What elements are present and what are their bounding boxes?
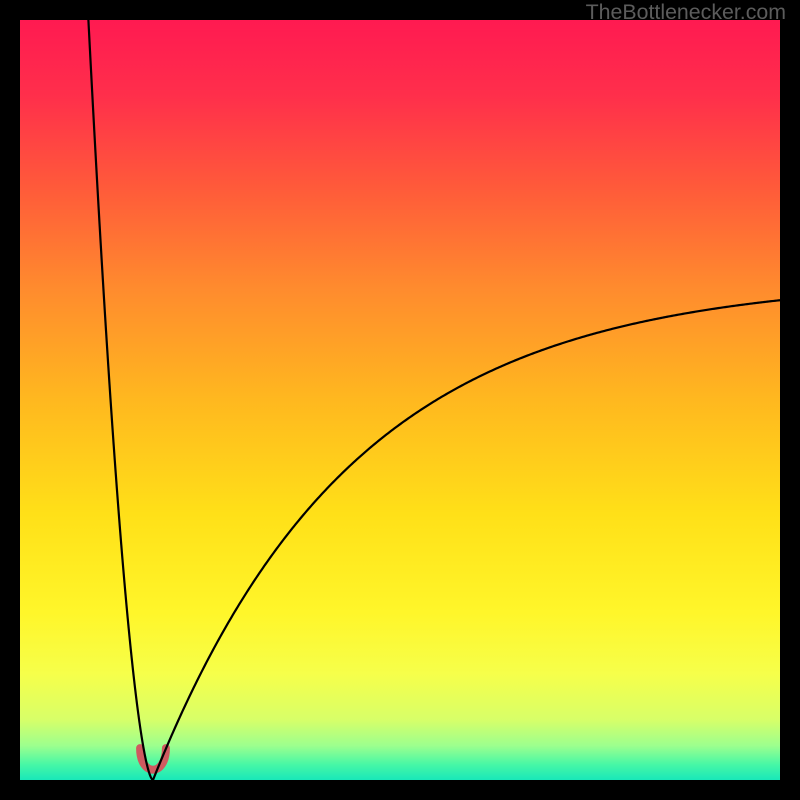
stage: TheBottlenecker.com — [0, 0, 800, 800]
watermark-text: TheBottlenecker.com — [586, 0, 786, 25]
outer-frame — [0, 0, 800, 800]
